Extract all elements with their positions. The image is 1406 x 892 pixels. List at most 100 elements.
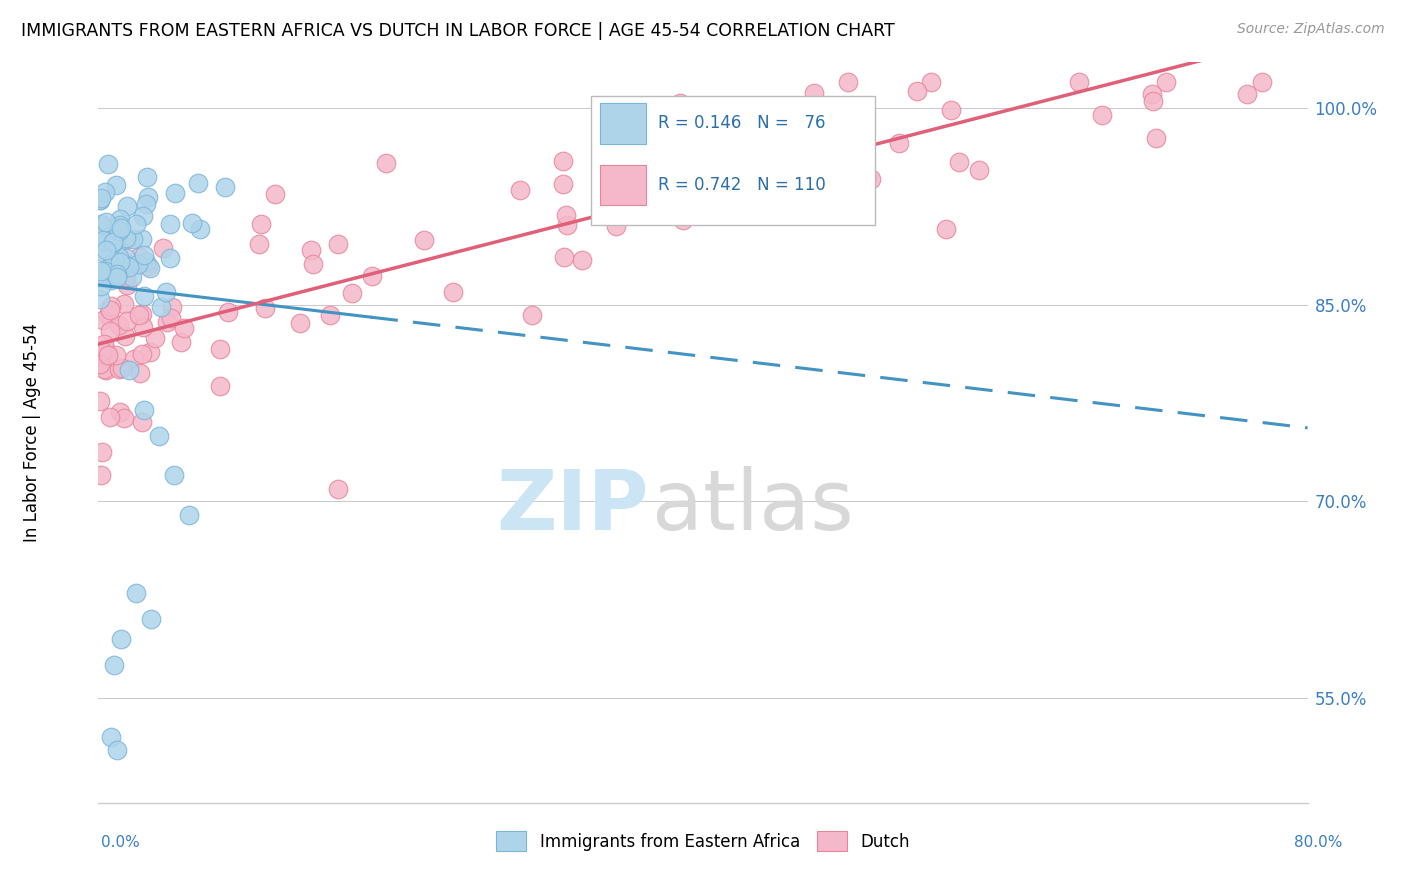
Point — [90, 270, 112, 285]
Point — [98, 409, 121, 424]
Point — [155, 285, 177, 299]
Point — [96, 343, 118, 358]
Point — [114, 411, 136, 425]
Point — [132, 248, 155, 262]
Point — [105, 267, 128, 281]
Point — [247, 237, 270, 252]
Point — [89, 235, 111, 249]
Point — [97, 308, 120, 322]
Point — [121, 269, 143, 284]
Point — [101, 236, 124, 251]
Point — [509, 183, 531, 197]
Point — [134, 289, 156, 303]
Point — [121, 232, 143, 246]
Point — [887, 136, 910, 151]
Point — [96, 215, 118, 229]
FancyBboxPatch shape — [600, 165, 647, 205]
Point — [90, 468, 112, 483]
Point — [108, 211, 131, 226]
Point — [136, 190, 159, 204]
Point — [112, 297, 135, 311]
Point — [631, 191, 654, 205]
Point — [328, 237, 350, 252]
Point — [128, 250, 150, 264]
Point — [100, 299, 122, 313]
Point — [616, 136, 638, 151]
Point — [125, 218, 148, 232]
FancyBboxPatch shape — [591, 95, 875, 226]
Legend: Immigrants from Eastern Africa, Dutch: Immigrants from Eastern Africa, Dutch — [489, 825, 917, 857]
Point — [602, 175, 624, 189]
Point — [94, 267, 117, 281]
Point — [115, 199, 138, 213]
Point — [131, 232, 153, 246]
Point — [89, 194, 111, 208]
Text: In Labor Force | Age 45-54: In Labor Force | Age 45-54 — [22, 323, 41, 542]
Point — [90, 217, 112, 231]
Point — [627, 171, 650, 186]
Point — [115, 258, 138, 272]
Point — [96, 221, 118, 235]
Point — [89, 357, 111, 371]
Point — [935, 222, 957, 236]
Point — [114, 329, 136, 343]
Point — [159, 217, 181, 231]
Point — [763, 154, 786, 169]
Point — [152, 241, 174, 255]
Point — [111, 361, 134, 376]
Point — [89, 193, 111, 207]
Point — [91, 245, 114, 260]
Point — [163, 186, 186, 200]
Point — [127, 256, 149, 270]
Point — [115, 231, 138, 245]
Point — [110, 263, 132, 277]
Point — [747, 126, 769, 140]
Point — [375, 155, 398, 169]
Point — [97, 230, 120, 244]
Point — [1142, 94, 1164, 108]
Point — [648, 197, 671, 211]
Point — [93, 361, 115, 376]
Point — [160, 300, 183, 314]
Point — [217, 305, 239, 319]
Point — [118, 363, 141, 377]
Point — [160, 311, 183, 326]
Point — [107, 250, 129, 264]
Point — [361, 269, 384, 284]
Point — [1144, 130, 1167, 145]
Point — [110, 632, 132, 646]
Point — [105, 269, 128, 284]
Point — [413, 234, 436, 248]
Point — [939, 103, 962, 117]
Point — [1154, 75, 1177, 89]
Point — [553, 250, 575, 264]
Point — [136, 259, 159, 273]
Point — [905, 84, 928, 98]
Point — [108, 405, 131, 419]
Point — [96, 348, 118, 362]
Point — [100, 731, 122, 745]
Point — [141, 612, 163, 626]
Point — [148, 429, 170, 443]
Point — [105, 238, 128, 252]
Point — [89, 292, 111, 306]
Point — [1250, 75, 1272, 89]
Point — [103, 253, 125, 268]
Text: R = 0.742   N = 110: R = 0.742 N = 110 — [658, 176, 825, 194]
Point — [190, 221, 212, 235]
Point — [89, 393, 111, 408]
Point — [264, 187, 287, 202]
Point — [250, 217, 273, 231]
Point — [553, 153, 575, 168]
Point — [103, 658, 125, 673]
Point — [115, 252, 138, 266]
Point — [669, 95, 692, 110]
Point — [91, 313, 114, 327]
Point — [117, 232, 139, 246]
Point — [181, 216, 204, 230]
Point — [554, 208, 576, 222]
Point — [89, 267, 111, 281]
Point — [626, 158, 648, 172]
Point — [301, 257, 323, 271]
Point — [214, 179, 236, 194]
